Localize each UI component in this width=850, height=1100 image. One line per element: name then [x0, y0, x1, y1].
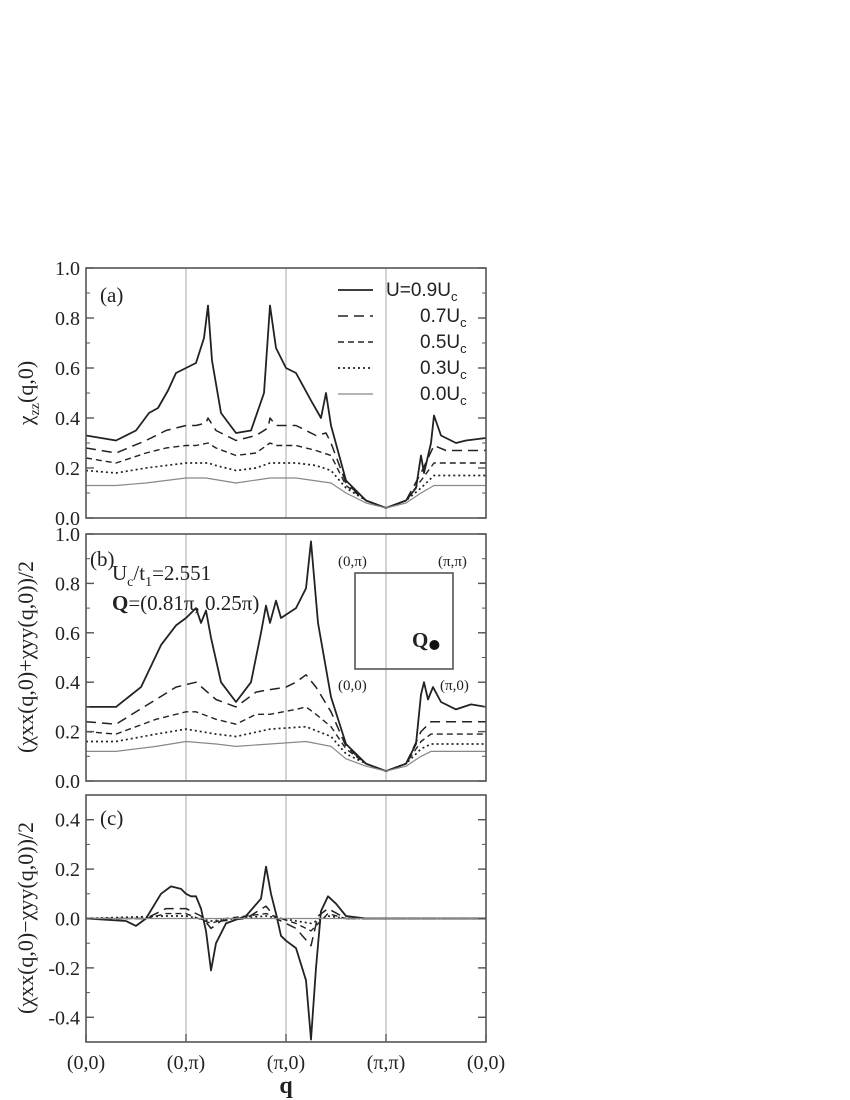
inset-corner-br: (π,0): [440, 678, 469, 694]
x-tick-label: (0,0): [67, 1052, 105, 1074]
q-point-marker: [429, 640, 440, 650]
y-tick-label: 0.8: [55, 573, 80, 595]
x-tick-label: (0,π): [167, 1052, 205, 1074]
series-lines: [86, 865, 486, 1041]
y-tick-label: -0.4: [48, 1007, 80, 1029]
series-line-3: [86, 462, 486, 509]
series-line-0: [86, 540, 486, 772]
legend-label-4: 0.0Uc: [420, 384, 467, 408]
inset-corner-tr: (π,π): [438, 554, 467, 570]
y-tick-label: 0.2: [55, 722, 80, 744]
series-line-0: [86, 304, 486, 509]
series-lines: [86, 304, 486, 509]
legend-label-1: 0.7Uc: [420, 306, 467, 330]
y-axis-label: χzz(q,0): [13, 361, 43, 426]
panel-c: -0.4-0.20.00.20.4 (0,0) (0,π) (π,0) (π,π) (0…: [13, 794, 505, 1099]
uc-annotation: Uc/t1=2.551: [112, 561, 211, 590]
legend-label-0: U=0.9Uc: [386, 280, 458, 304]
y-ticks: 0.0 0.2 0.4 0.6 0.8 1.0: [55, 524, 486, 793]
y-tick-label: 0.8: [55, 308, 80, 330]
x-tick-label: (π,π): [367, 1052, 406, 1074]
series-line-4: [86, 477, 486, 509]
y-axis-label: (χxx(q,0)−χyy(q,0))/2: [13, 822, 38, 1014]
y-tick-label: 0.4: [55, 408, 80, 430]
q-point-label: Q: [412, 628, 428, 652]
brillouin-zone-inset: (0,π) (π,π) (0,0) (π,0) Q: [338, 554, 469, 694]
legend-label-2: 0.5Uc: [420, 332, 467, 356]
x-tick-label: (0,0): [467, 1052, 505, 1074]
inset-corner-bl: (0,0): [338, 678, 367, 694]
vertical-gridlines: [185, 268, 387, 518]
series-line-3: [86, 725, 486, 772]
y-axis-label: (χxx(q,0)+χyy(q,0))/2: [13, 561, 38, 753]
legend: U=0.9Uc 0.7Uc 0.5Uc 0.3Uc 0.0Uc: [338, 280, 467, 408]
y-tick-label: 0.6: [55, 623, 80, 645]
y-tick-label: 0.2: [55, 458, 80, 480]
panel-label: (c): [100, 806, 123, 830]
series-line-0: [86, 865, 486, 1041]
y-tick-label: 0.4: [55, 810, 80, 832]
series-line-3: [86, 915, 486, 925]
series-lines: [86, 540, 486, 772]
y-ticks: 0.0 0.2 0.4 0.6 0.8 1.0: [55, 258, 486, 530]
series-line-1: [86, 674, 486, 772]
series-line-2: [86, 706, 486, 772]
x-tick-label: (π,0): [267, 1052, 305, 1074]
y-tick-label: 0.0: [55, 909, 80, 931]
y-tick-label: 0.4: [55, 672, 80, 694]
y-tick-label: 0.2: [55, 859, 80, 881]
y-tick-label: 0.0: [55, 771, 80, 793]
panel-a: 0.0 0.2 0.4 0.6 0.8 1.0 (a) χzz(q,0) U=0.9Uc …: [13, 258, 487, 530]
vertical-gridlines: [185, 534, 387, 781]
y-tick-label: -0.2: [48, 958, 80, 980]
series-line-1: [86, 905, 486, 947]
panel-label: (a): [100, 283, 123, 307]
series-line-2: [86, 912, 486, 932]
x-axis-label: q: [279, 1073, 293, 1099]
legend-label-3: 0.3Uc: [420, 358, 467, 382]
x-ticks: (0,0) (0,π) (π,0) (π,π) (0,0): [67, 1034, 505, 1074]
series-line-4: [86, 740, 486, 772]
y-tick-label: 1.0: [55, 524, 80, 546]
y-tick-label: 0.0: [55, 508, 80, 530]
inset-square: [354, 572, 454, 670]
inset-corner-tl: (0,π): [338, 554, 367, 570]
y-tick-label: 0.6: [55, 358, 80, 380]
q-annotation: Q=(0.81π, 0.25π): [112, 591, 259, 615]
panel-b: 0.0 0.2 0.4 0.6 0.8 1.0 (b) (χxx(q,0)+χyy(q,0…: [13, 524, 487, 793]
y-ticks: -0.4 -0.2 0.0 0.2 0.4: [48, 794, 486, 1043]
series-line-2: [86, 442, 486, 509]
panel-label: (b): [90, 547, 115, 571]
y-tick-label: 1.0: [55, 258, 80, 280]
